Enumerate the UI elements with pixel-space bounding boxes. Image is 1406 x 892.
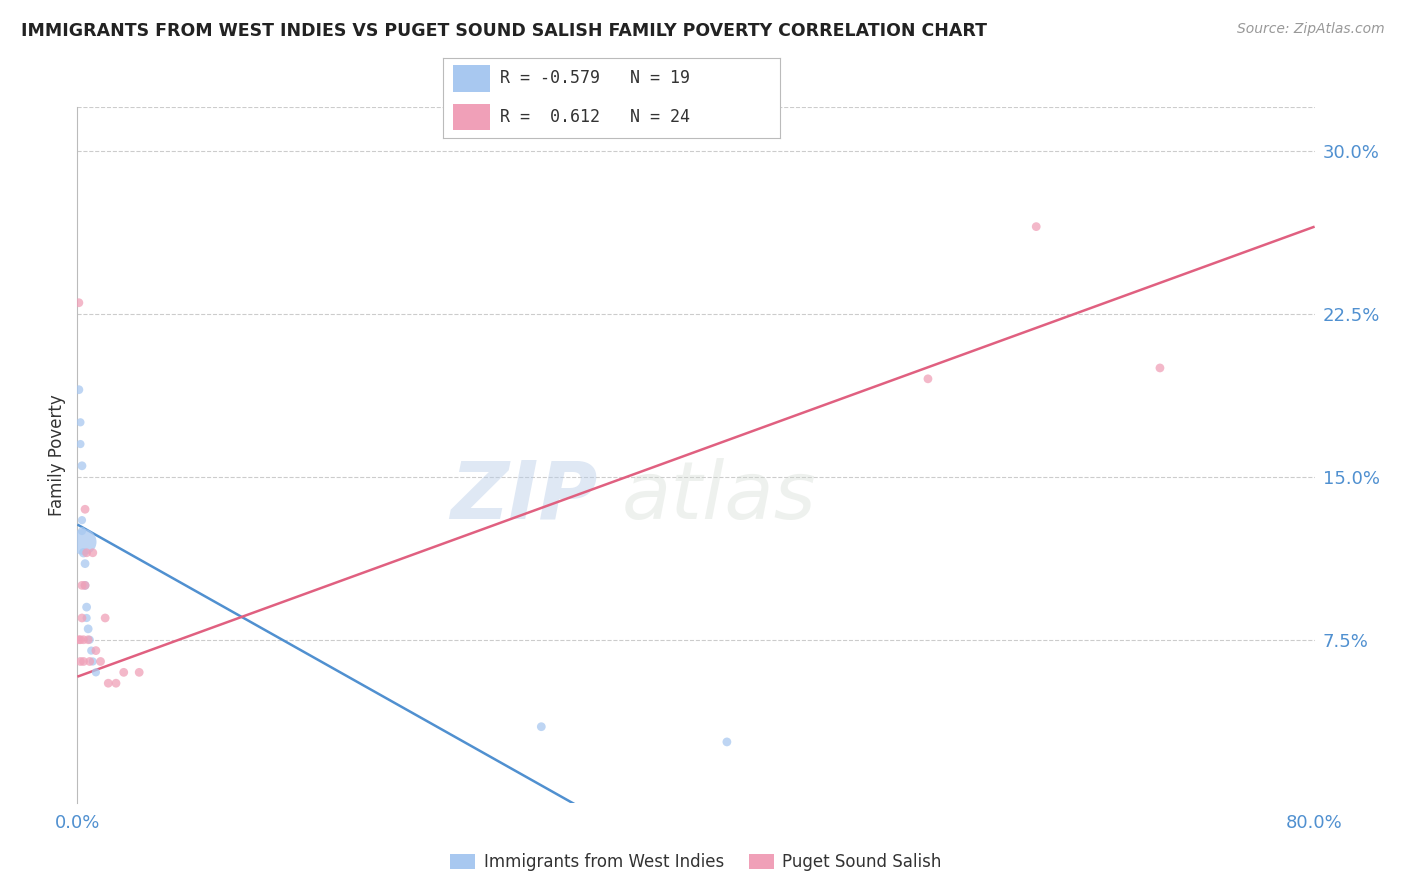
Point bbox=[77, 622, 100, 636]
Point bbox=[67, 295, 90, 310]
Point bbox=[69, 655, 91, 669]
Text: R = -0.579   N = 19: R = -0.579 N = 19 bbox=[501, 70, 690, 87]
Point bbox=[84, 665, 107, 680]
Point bbox=[70, 458, 93, 473]
Point bbox=[70, 524, 93, 538]
Point bbox=[76, 600, 98, 615]
Point bbox=[82, 655, 104, 669]
Y-axis label: Family Poverty: Family Poverty bbox=[48, 394, 66, 516]
Point bbox=[72, 632, 94, 647]
Point bbox=[80, 643, 103, 657]
Point bbox=[67, 632, 90, 647]
Point bbox=[76, 611, 98, 625]
Point bbox=[82, 546, 104, 560]
Point bbox=[77, 632, 100, 647]
Point bbox=[69, 415, 91, 429]
Point bbox=[79, 632, 101, 647]
Point bbox=[84, 643, 107, 657]
Point bbox=[112, 665, 135, 680]
Point bbox=[70, 578, 93, 592]
Point bbox=[94, 611, 117, 625]
FancyBboxPatch shape bbox=[453, 103, 491, 130]
Point bbox=[72, 655, 94, 669]
Text: R =  0.612   N = 24: R = 0.612 N = 24 bbox=[501, 108, 690, 126]
Point bbox=[90, 655, 112, 669]
Point bbox=[69, 632, 91, 647]
Legend: Immigrants from West Indies, Puget Sound Salish: Immigrants from West Indies, Puget Sound… bbox=[444, 847, 948, 878]
Point bbox=[128, 665, 150, 680]
Text: IMMIGRANTS FROM WEST INDIES VS PUGET SOUND SALISH FAMILY POVERTY CORRELATION CHA: IMMIGRANTS FROM WEST INDIES VS PUGET SOU… bbox=[21, 22, 987, 40]
Point bbox=[67, 383, 90, 397]
Point bbox=[75, 578, 96, 592]
Point bbox=[72, 535, 94, 549]
Point bbox=[1149, 360, 1171, 375]
Point bbox=[917, 372, 939, 386]
FancyBboxPatch shape bbox=[453, 65, 491, 92]
Text: Source: ZipAtlas.com: Source: ZipAtlas.com bbox=[1237, 22, 1385, 37]
Point bbox=[75, 502, 96, 516]
Point bbox=[75, 557, 96, 571]
Point bbox=[97, 676, 120, 690]
Point bbox=[76, 546, 98, 560]
Point bbox=[79, 655, 101, 669]
Point bbox=[69, 437, 91, 451]
Point bbox=[716, 735, 738, 749]
Text: atlas: atlas bbox=[621, 458, 817, 536]
Point bbox=[70, 611, 93, 625]
Point bbox=[530, 720, 553, 734]
Point bbox=[75, 578, 96, 592]
Text: ZIP: ZIP bbox=[450, 458, 598, 536]
Point bbox=[1025, 219, 1047, 234]
Point bbox=[72, 546, 94, 560]
Point bbox=[105, 676, 128, 690]
Point bbox=[70, 513, 93, 527]
